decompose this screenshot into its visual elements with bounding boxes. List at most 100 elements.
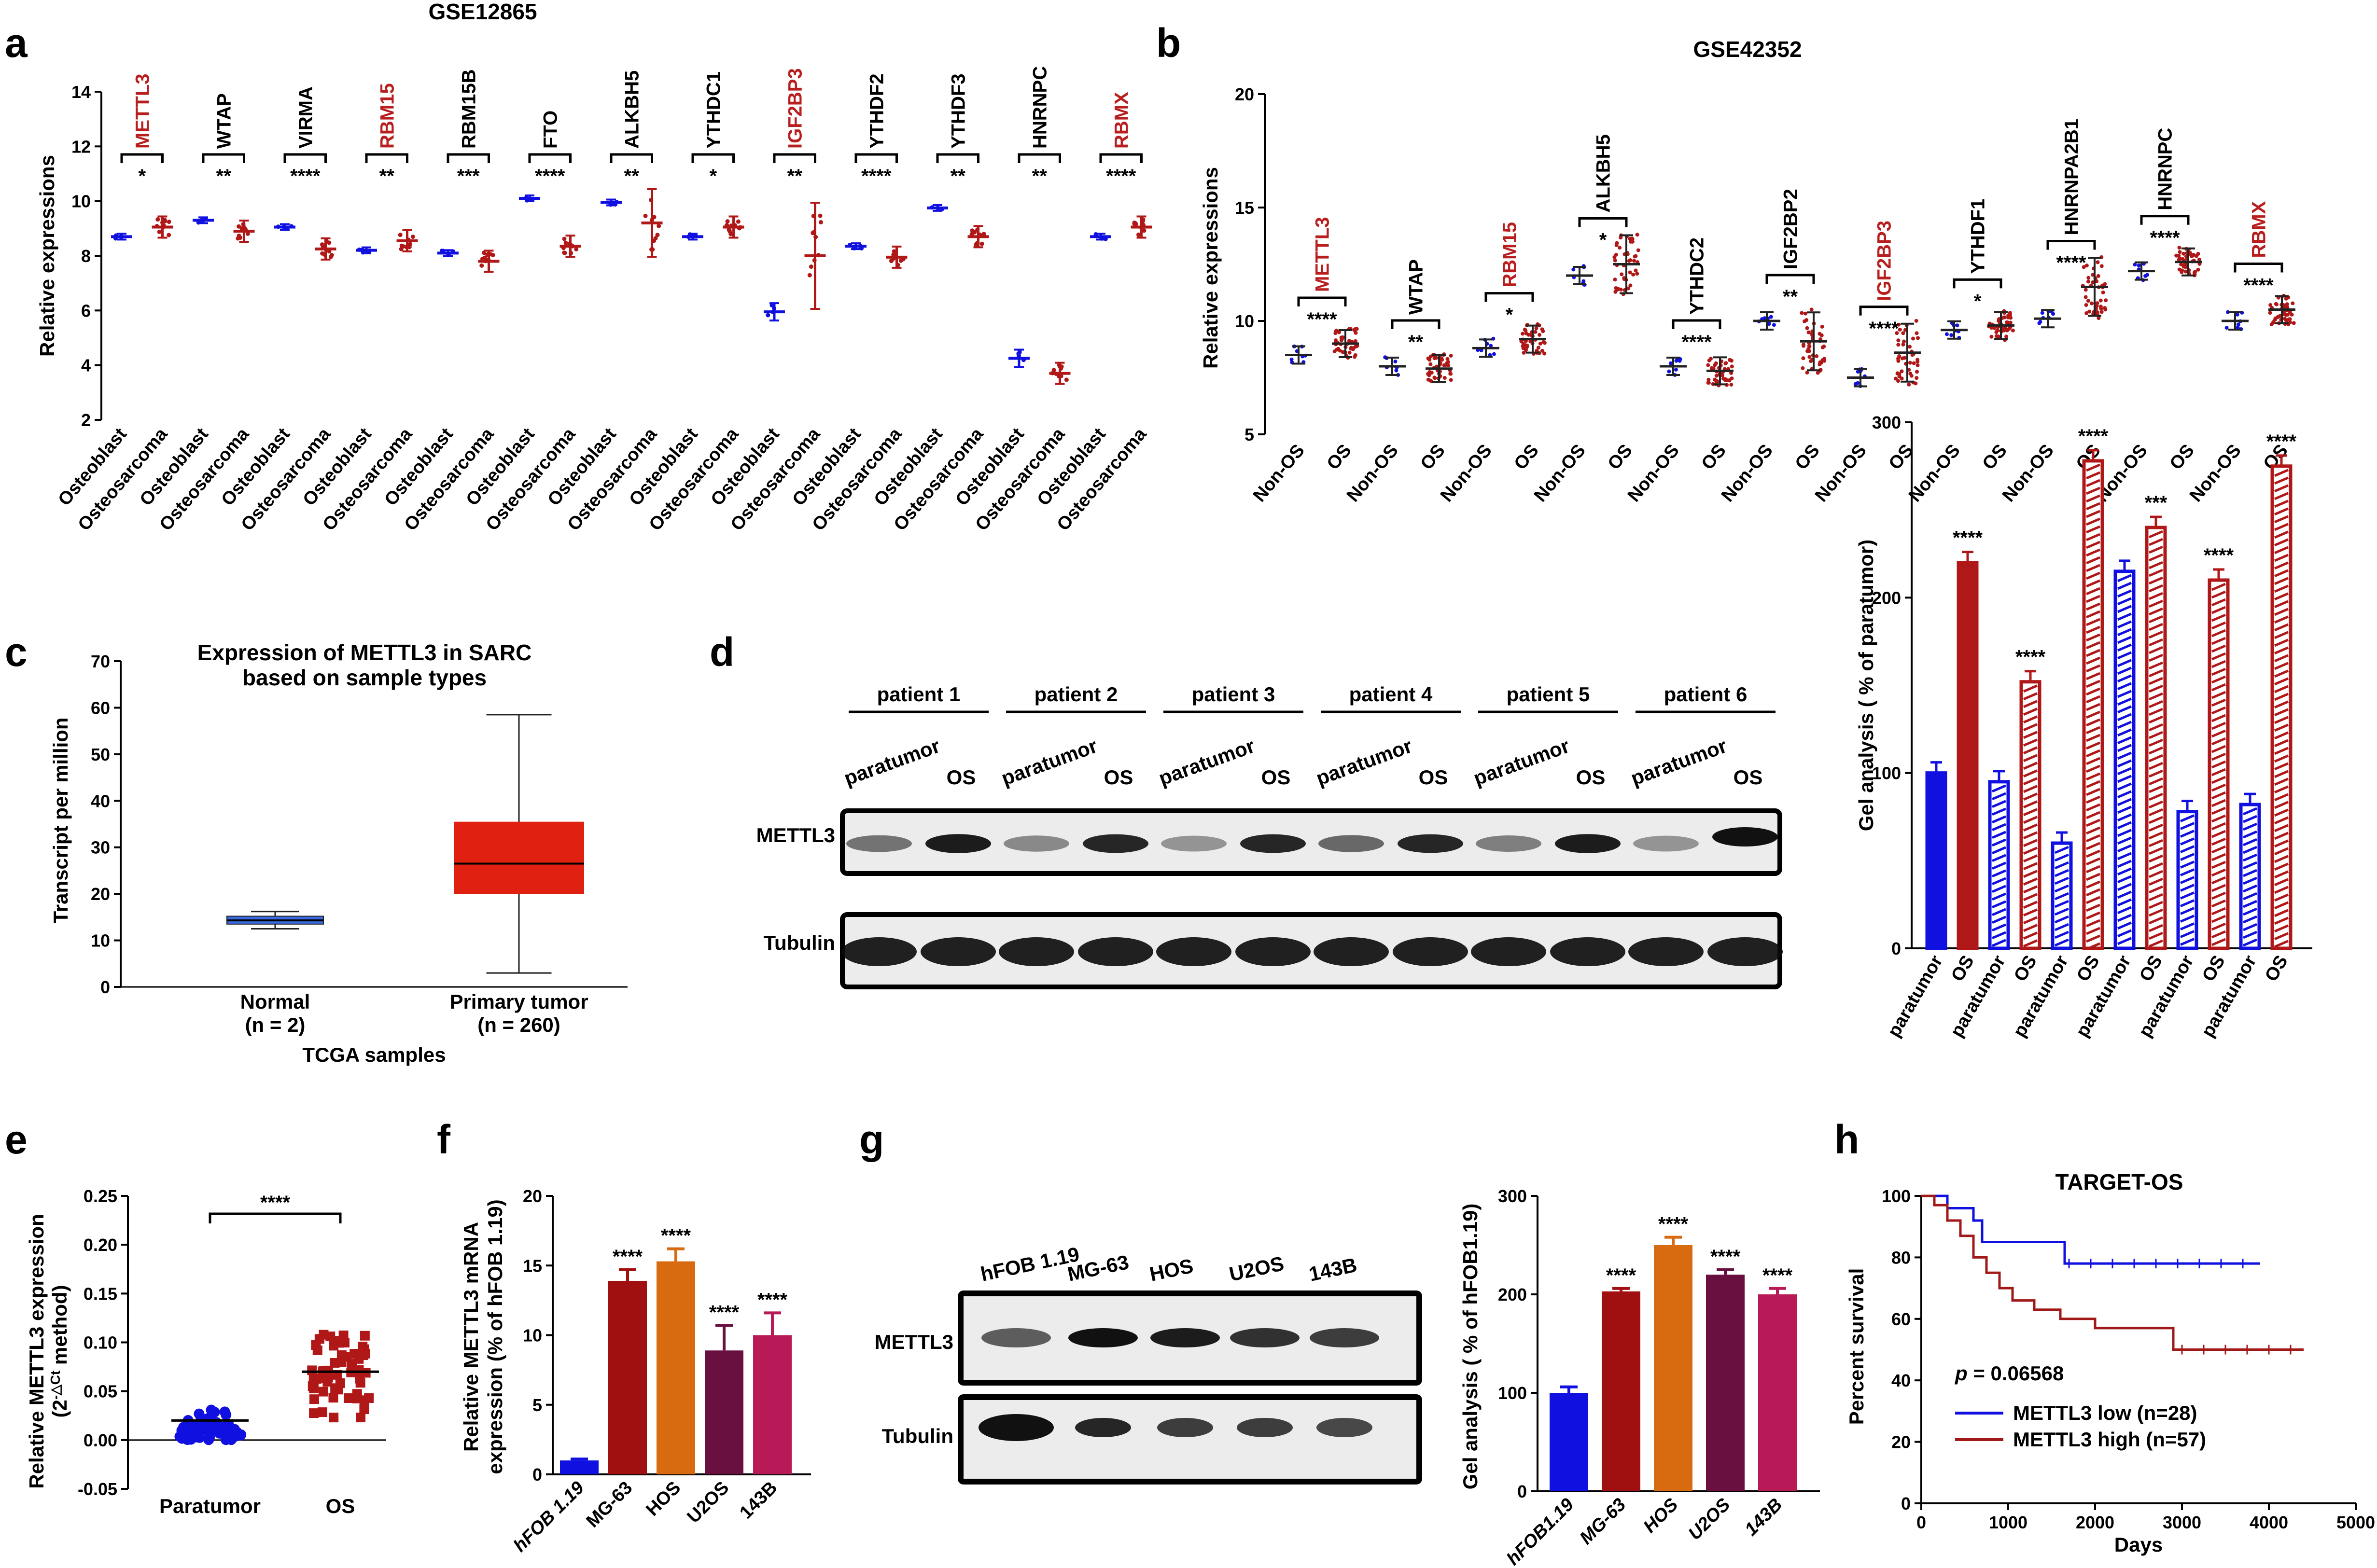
bar-pattern-line (2274, 546, 2289, 555)
significance-bracket (1672, 319, 1721, 329)
os-point (1334, 329, 1339, 333)
significance-stars: * (1974, 291, 1982, 312)
bar-pattern-line (2023, 924, 2038, 932)
os-point (1332, 349, 1337, 353)
os-point (1428, 362, 1433, 366)
bar-pattern-line (2086, 579, 2100, 588)
bar-pattern-line (2149, 561, 2163, 569)
bar-pattern-line (2086, 857, 2100, 866)
band-tubulin (1237, 1418, 1293, 1437)
patient-label: patient 3 (1192, 683, 1275, 706)
y-tick-label: 200 (1872, 588, 1901, 608)
osteosarcoma-point (807, 273, 812, 278)
os-point (1894, 376, 1898, 381)
bar-pattern-line (2149, 846, 2163, 855)
y-tick-label: 40 (91, 791, 110, 811)
osteosarcoma-point (163, 219, 168, 223)
chart-title: GSE42352 (1693, 37, 1802, 62)
x-tick-label: U2OS (683, 1478, 733, 1527)
os-point (1916, 360, 1920, 364)
bar-pattern-line (2211, 722, 2226, 730)
significance-bracket (120, 153, 164, 163)
significance-stars: ** (951, 166, 966, 187)
non-os-point (1394, 368, 1398, 373)
bar-pattern-line (2086, 680, 2100, 688)
bar-pattern-line (2023, 731, 2038, 739)
bar-pattern-line (2243, 884, 2257, 893)
non-os-point (1955, 323, 1959, 328)
bar-pattern-line (2274, 515, 2289, 524)
bar (1706, 1275, 1745, 1491)
os-point (2086, 276, 2091, 280)
os-point (1730, 364, 1734, 369)
os-point (1614, 252, 1618, 257)
bar-pattern-line (2086, 919, 2100, 928)
bar-pattern-line (2274, 924, 2289, 933)
bar-pattern-line (2117, 914, 2132, 922)
os-point (1995, 328, 1999, 333)
osteosarcoma-point (1142, 228, 1147, 233)
os-point (2290, 312, 2294, 317)
osteosarcoma-point (1051, 368, 1056, 373)
x-tick-label: OS (1416, 441, 1449, 474)
y-tick-label: 70 (91, 652, 110, 671)
bar-pattern-line (2274, 770, 2289, 778)
bar-pattern-line (2023, 816, 2038, 824)
bar-pattern-line (2086, 556, 2100, 565)
bar-pattern-line (1992, 908, 2006, 916)
bar-pattern-line (2149, 839, 2163, 847)
significance-stars: * (1599, 230, 1607, 251)
os-point (2285, 313, 2290, 317)
y-tick-label: 10 (91, 931, 110, 951)
bar-pattern-line (2086, 656, 2100, 665)
bar-pattern-line (2086, 811, 2100, 819)
bar-pattern-line (2243, 892, 2257, 901)
significance-bracket (1099, 153, 1143, 163)
bar-pattern-line (2149, 692, 2163, 701)
gene-label: HNRNPC (2155, 128, 2176, 210)
y-tick-label: 14 (71, 82, 91, 102)
bar-pattern-line (2274, 801, 2289, 809)
osteosarcoma-point (974, 242, 979, 247)
x-tick-label: 143B (736, 1478, 781, 1523)
bar-pattern-line (2086, 672, 2100, 680)
os-point (2292, 321, 2296, 325)
bar-pattern-line (2243, 822, 2257, 831)
y-tick-label: 15 (523, 1256, 542, 1276)
os-point (2183, 269, 2188, 274)
os-point (1819, 333, 1824, 337)
bar-pattern-line (1992, 846, 2006, 855)
significance-stars: **** (2266, 431, 2297, 452)
bar-pattern-line (2086, 618, 2100, 626)
bar-pattern-line (1992, 815, 2006, 824)
bar-pattern-line (2149, 677, 2163, 685)
os-point (1445, 357, 1450, 361)
os-point (1727, 358, 1732, 362)
bar-pattern-line (2211, 899, 2226, 908)
survival-curve (1921, 1194, 2304, 1351)
non-os-point (2137, 264, 2141, 268)
bar-pattern-line (2211, 768, 2226, 777)
bar-pattern-line (2117, 659, 2132, 667)
bar-pattern-line (2149, 723, 2163, 732)
bar-pattern-line (2211, 845, 2226, 854)
bar-pattern-line (1992, 831, 2006, 839)
osteosarcoma-point (482, 255, 487, 260)
os-point (1895, 331, 1899, 335)
band-mettl3 (1068, 1328, 1138, 1347)
band-mettl3 (1150, 1328, 1220, 1347)
bar-pattern-line (2149, 530, 2163, 539)
os-point (1896, 322, 1901, 327)
significance-stars: **** (1710, 1246, 1741, 1267)
bar-pattern-line (2149, 877, 2163, 886)
bar-pattern-line (2274, 484, 2289, 493)
bar-pattern-line (2117, 628, 2132, 637)
os-point (317, 1407, 327, 1417)
bar-pattern-line (1992, 892, 2006, 901)
y-tick-label: 0.25 (84, 1186, 117, 1206)
x-tick-label: OS (1697, 441, 1730, 474)
x-tick-label: MG-63 (583, 1478, 637, 1532)
os-point (359, 1395, 369, 1405)
bar-pattern-line (2117, 829, 2132, 837)
